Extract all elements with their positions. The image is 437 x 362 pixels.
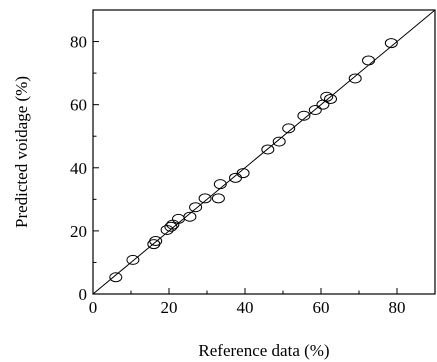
y-axis-label: Predicted voidage (%) (12, 76, 31, 228)
data-point (236, 168, 250, 179)
data-point (164, 221, 178, 232)
data-point (362, 55, 375, 66)
x-tick-label: 0 (89, 298, 98, 317)
data-point (109, 272, 123, 283)
data-point (324, 93, 337, 104)
data-point (183, 211, 197, 222)
x-tick-label: 20 (161, 298, 178, 317)
y-tick-label: 60 (70, 96, 87, 115)
data-point (213, 179, 227, 190)
data-point (261, 144, 275, 155)
x-tick-label: 80 (389, 298, 406, 317)
data-point (297, 110, 311, 121)
x-tick-label: 40 (237, 298, 254, 317)
data-point (198, 193, 212, 204)
y-tick-label: 80 (70, 33, 87, 52)
data-point (384, 38, 398, 49)
data-point (308, 105, 322, 116)
data-point (126, 254, 140, 265)
y-tick-label: 20 (70, 222, 87, 241)
x-tick-label: 60 (313, 298, 330, 317)
data-point (189, 202, 203, 213)
x-axis-label: Reference data (%) (198, 341, 329, 360)
data-points (109, 38, 398, 283)
data-point (211, 193, 225, 204)
parity-line (92, 9, 436, 295)
data-point (149, 235, 163, 246)
data-point (348, 73, 362, 84)
data-point (320, 91, 334, 102)
plot-frame (92, 9, 436, 295)
axis-ticks: 0 20 40 60 80 0 20 40 60 80 (70, 33, 406, 317)
y-tick-label: 0 (79, 285, 88, 304)
y-tick-label: 40 (70, 159, 87, 178)
data-point (282, 123, 296, 134)
data-point (272, 136, 286, 147)
data-point (229, 172, 242, 183)
